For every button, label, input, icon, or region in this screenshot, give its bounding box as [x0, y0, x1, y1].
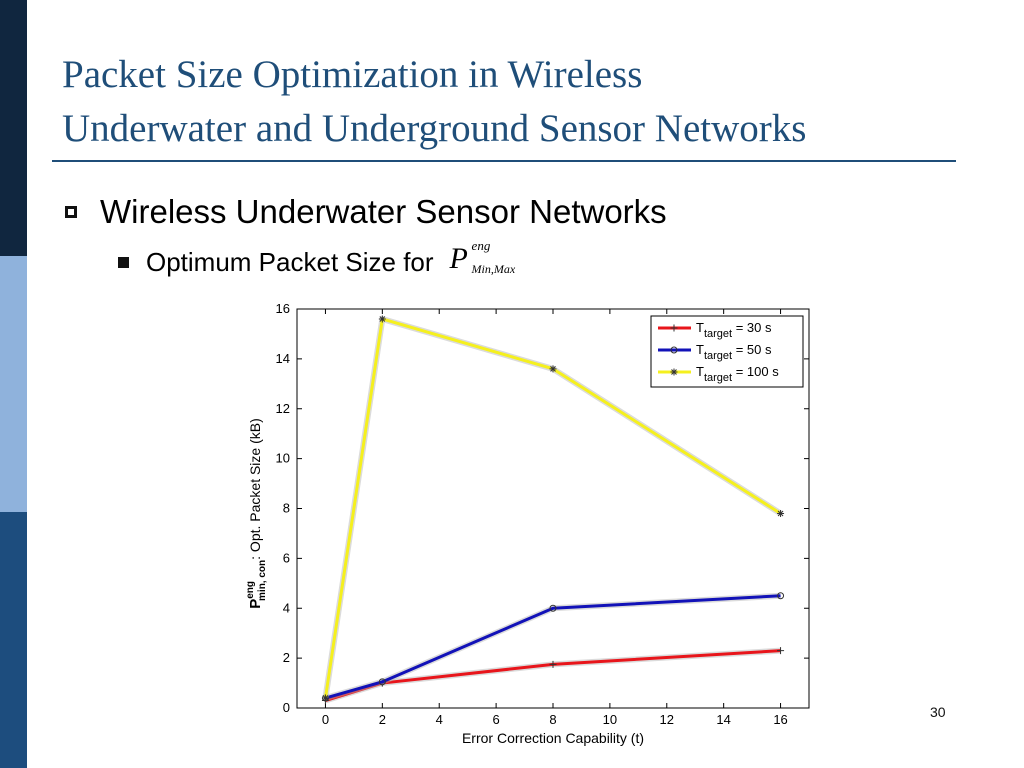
legend-marker-3 [670, 368, 678, 376]
legend-marker-1 [670, 324, 678, 332]
sidebar-segment-dark [0, 0, 27, 256]
series-1-line [325, 649, 781, 702]
page-number: 30 [930, 704, 946, 720]
series-2-point [549, 604, 557, 612]
series-3-point [777, 509, 785, 517]
slide-title-line2: Underwater and Underground Sensor Networ… [62, 107, 807, 150]
y-tick-label: 12 [276, 401, 290, 416]
sidebar-segment-mid [0, 512, 27, 768]
formula-superscript: eng [471, 238, 491, 253]
slide-title: Packet Size Optimization in Wireless Und… [62, 48, 982, 156]
formula-main: P [449, 242, 468, 275]
legend-label-3: Ttarget = 100 s [696, 364, 779, 384]
x-tick-label: 8 [549, 712, 556, 727]
packet-size-chart: 0 2 4 6 8 10 12 14 16 0 2 4 6 8 10 12 14 16 Error Correcti… [245, 301, 810, 746]
x-tick-label: 12 [660, 712, 674, 727]
bullet-level2-text: Optimum Packet Size for [146, 246, 434, 277]
series-1-point [549, 660, 557, 668]
title-divider [52, 160, 956, 162]
series-2-line [325, 594, 781, 700]
y-tick-label: 6 [283, 550, 290, 565]
y-axis-label: Pengmin, con: Opt. Packet Size (kB) [245, 418, 268, 609]
series-1-point [777, 647, 785, 655]
y-tick-label: 0 [283, 700, 290, 715]
y-tick-label: 14 [276, 351, 290, 366]
series-2-point [378, 678, 386, 686]
legend-label-2: Ttarget = 50 s [696, 342, 772, 362]
y-tick-label: 8 [283, 501, 290, 516]
series-3-point [378, 315, 386, 323]
bullet-level1-text: Wireless Underwater Sensor Networks [100, 193, 667, 230]
sidebar-stripe [0, 0, 27, 768]
x-tick-label: 0 [322, 712, 329, 727]
series-2-point [777, 592, 785, 600]
y-tick-label: 4 [283, 600, 290, 615]
x-tick-label: 2 [379, 712, 386, 727]
legend-label-1: Ttarget = 30 s [696, 320, 772, 340]
x-tick-label: 4 [436, 712, 443, 727]
y-tick-label: 16 [276, 301, 290, 316]
series-3-line [323, 317, 782, 699]
x-tick-label: 6 [492, 712, 499, 727]
legend-marker-2 [670, 346, 678, 354]
sidebar-segment-light [0, 256, 27, 512]
y-tick-label: 2 [283, 650, 290, 665]
series-3-point [321, 694, 329, 702]
x-tick-label: 14 [716, 712, 730, 727]
formula-p-eng-minmax: P eng Min,Max [449, 238, 540, 280]
x-tick-label: 16 [773, 712, 787, 727]
filled-square-bullet-icon [118, 256, 129, 268]
y-tick-label: 10 [276, 451, 290, 466]
series-3-point [549, 365, 557, 373]
bullet-level1: Wireless Underwater Sensor Networks [65, 192, 667, 232]
formula-subscript: Min,Max [471, 262, 516, 276]
x-tick-label: 10 [603, 712, 617, 727]
slide-title-line1: Packet Size Optimization in Wireless [62, 53, 643, 96]
x-axis-label: Error Correction Capability (t) [462, 730, 644, 746]
bullet-level2: Optimum Packet Size for P eng Min,Max [118, 238, 540, 280]
hollow-square-bullet-icon [65, 206, 77, 218]
